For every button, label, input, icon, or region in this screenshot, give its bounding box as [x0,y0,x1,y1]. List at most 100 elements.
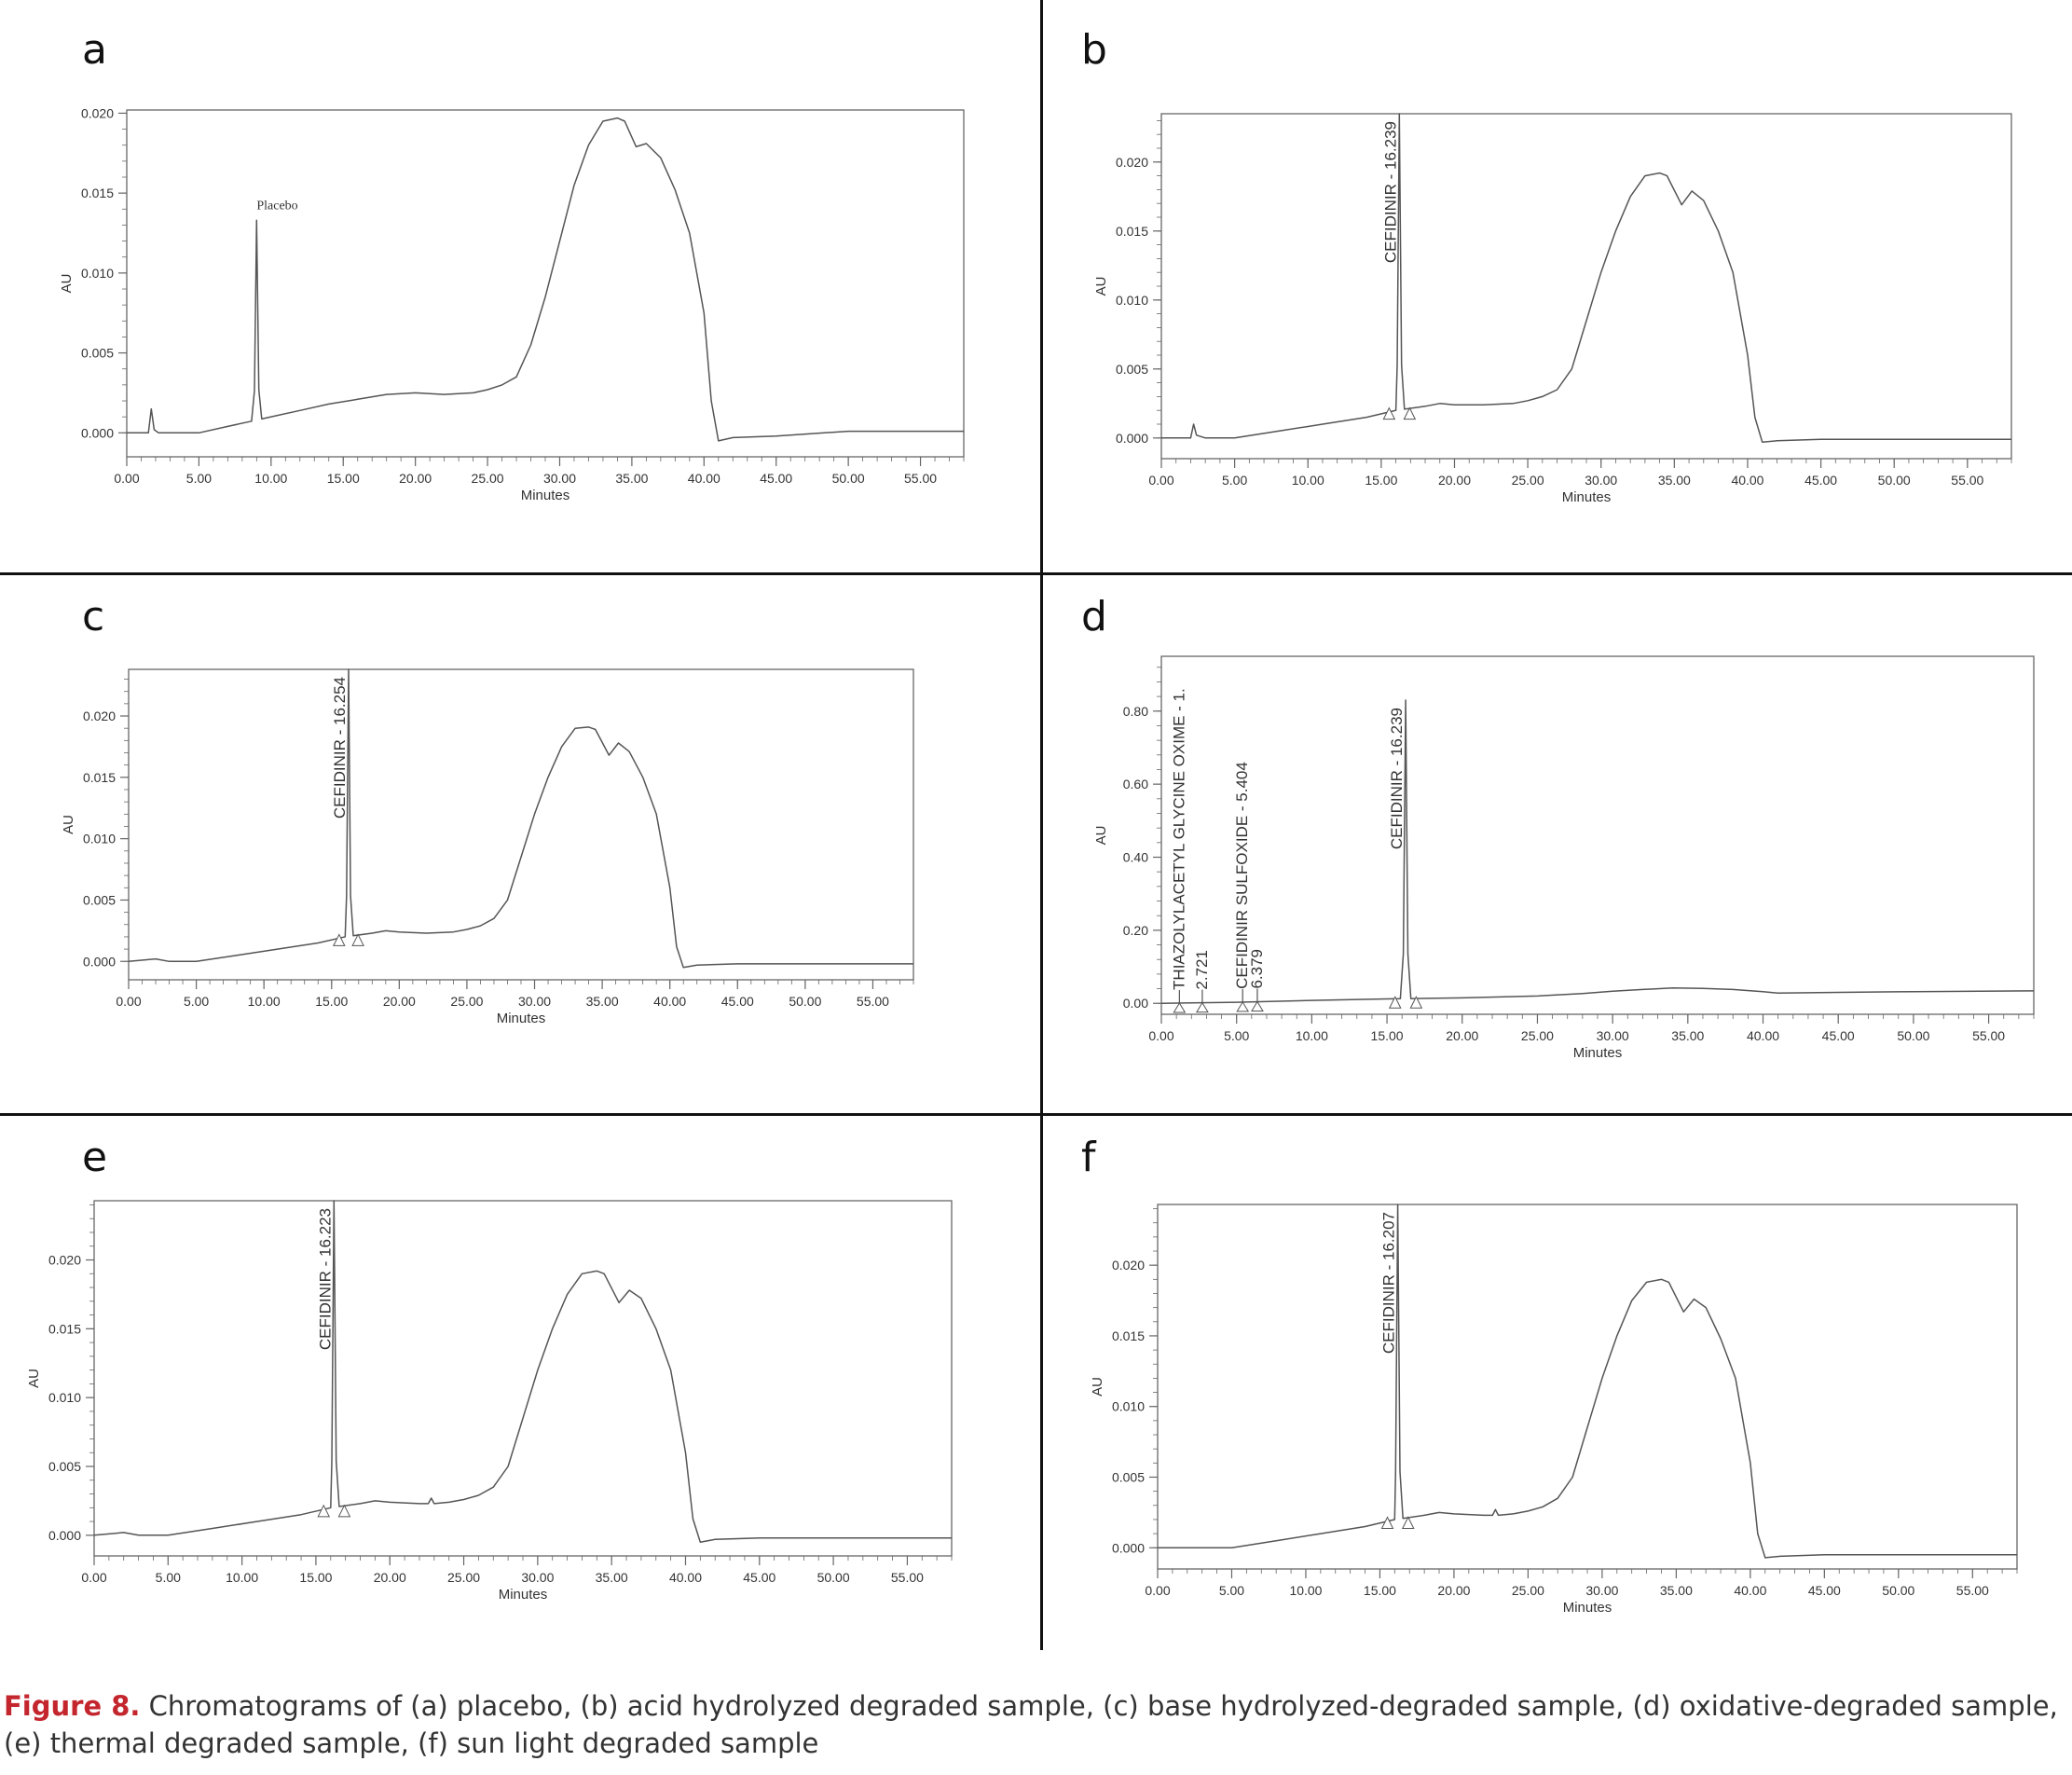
x-tick-label: 0.00 [1148,473,1173,488]
y-axis-label: AU [1093,826,1109,846]
peak-marker [1403,406,1417,420]
x-tick-label: 15.00 [299,1570,332,1585]
plot-frame [1157,1204,2018,1570]
x-tick-label: 0.00 [114,471,139,486]
x-tick-label: 50.00 [789,994,821,1009]
x-tick-label: 10.00 [1289,1583,1322,1598]
x-tick-label: 25.00 [447,1570,480,1585]
y-tick-label: 0.010 [83,832,116,846]
y-tick-label: 0.40 [1123,850,1148,865]
x-tick-label: 55.00 [904,471,937,486]
x-tick-label: 45.00 [721,994,754,1009]
x-tick-label: 30.00 [543,471,576,486]
x-tick-label: 5.00 [1222,473,1247,488]
x-tick-label: 10.00 [226,1570,258,1585]
x-tick-label: 0.00 [81,1570,106,1585]
peak-marker [1401,1516,1415,1529]
x-tick-label: 10.00 [1296,1028,1328,1043]
x-tick-label: 20.00 [383,994,416,1009]
minor-peak-label: 6.379 [1248,949,1266,989]
y-tick-label: 0.020 [83,709,116,723]
y-axis-label: AU [26,1369,42,1388]
chromatogram-trace [1158,1204,2017,1559]
peak-marker [337,1504,351,1518]
y-tick-label: 0.005 [81,346,114,361]
x-tick-label: 55.00 [1956,1583,1989,1598]
x-tick-label: 45.00 [1808,1583,1841,1598]
peak-label: CEFIDINIR - 16.239 [1388,708,1406,849]
panel-letter-b: b [1081,26,1107,74]
x-tick-label: 45.00 [1804,473,1837,488]
x-tick-label: 50.00 [832,471,865,486]
y-axis-label: AU [1093,277,1109,296]
x-tick-label: 55.00 [1972,1028,2005,1043]
chromatogram-trace [93,1200,952,1543]
peak-label: CEFIDINIR - 16.239 [1381,121,1399,263]
peak-label: CEFIDINIR - 16.223 [316,1208,334,1350]
y-tick-label: 0.015 [48,1321,81,1336]
peak-label: CEFIDINIR - 16.254 [331,677,349,819]
x-tick-label: 5.00 [186,471,212,486]
peak-marker [317,1504,331,1518]
x-tick-label: 20.00 [1438,473,1471,488]
x-tick-label: 15.00 [1364,1583,1396,1598]
x-tick-label: 40.00 [1747,1028,1779,1043]
x-tick-label: 35.00 [596,1570,628,1585]
x-tick-label: 20.00 [374,1570,406,1585]
horizontal-divider-1 [0,572,2072,575]
x-axis-label: Minutes [1562,489,1612,505]
peak-marker [1382,406,1396,420]
panel-letter-a: a [82,26,107,74]
peak-marker [1380,1516,1394,1529]
x-tick-label: 30.00 [518,994,551,1009]
y-axis-label: AU [61,815,76,834]
panel-letter-f: f [1081,1134,1096,1181]
x-tick-label: 25.00 [450,994,483,1009]
y-tick-label: 0.80 [1123,704,1148,719]
x-tick-label: 5.00 [156,1570,181,1585]
x-axis-label: Minutes [521,488,570,503]
caption-label: Figure 8. [4,1690,141,1722]
panel-letter-d: d [1081,593,1107,640]
x-tick-label: 45.00 [760,471,792,486]
x-tick-label: 30.00 [521,1570,554,1585]
minor-peak-label: CEFIDINIR SULFOXIDE - 5.404 [1233,762,1251,989]
x-tick-label: 55.00 [891,1570,924,1585]
y-tick-label: 0.000 [1112,1540,1145,1555]
y-tick-label: 0.020 [48,1253,81,1268]
x-tick-label: 35.00 [586,994,619,1009]
x-tick-label: 20.00 [1446,1028,1478,1043]
x-tick-label: 5.00 [184,994,209,1009]
chromatogram-trace [1161,113,2011,443]
peak-marker [1388,996,1402,1009]
y-tick-label: 0.20 [1123,923,1148,938]
x-tick-label: 30.00 [1597,1028,1629,1043]
x-tick-label: 40.00 [653,994,686,1009]
y-tick-label: 0.015 [83,770,116,785]
panel-letter-c: c [82,593,105,640]
y-tick-label: 0.020 [81,105,114,120]
x-tick-label: 10.00 [248,994,281,1009]
x-tick-label: 40.00 [669,1570,702,1585]
x-tick-label: 15.00 [1371,1028,1404,1043]
peak-label: CEFIDINIR - 16.207 [1380,1212,1398,1354]
y-tick-label: 0.005 [48,1459,81,1474]
peak-label: Placebo [256,199,297,213]
y-axis-label: AU [59,274,75,294]
x-tick-label: 25.00 [472,471,504,486]
y-tick-label: 0.015 [1116,224,1148,239]
vertical-divider [1040,0,1043,1650]
y-tick-label: 0.005 [83,892,116,907]
x-tick-label: 0.00 [116,994,141,1009]
y-tick-label: 0.00 [1123,996,1148,1011]
x-tick-label: 45.00 [743,1570,775,1585]
x-tick-label: 35.00 [1671,1028,1704,1043]
x-tick-label: 20.00 [1437,1583,1470,1598]
x-tick-label: 15.00 [1365,473,1397,488]
x-tick-label: 5.00 [1224,1028,1249,1043]
x-tick-label: 20.00 [399,471,432,486]
